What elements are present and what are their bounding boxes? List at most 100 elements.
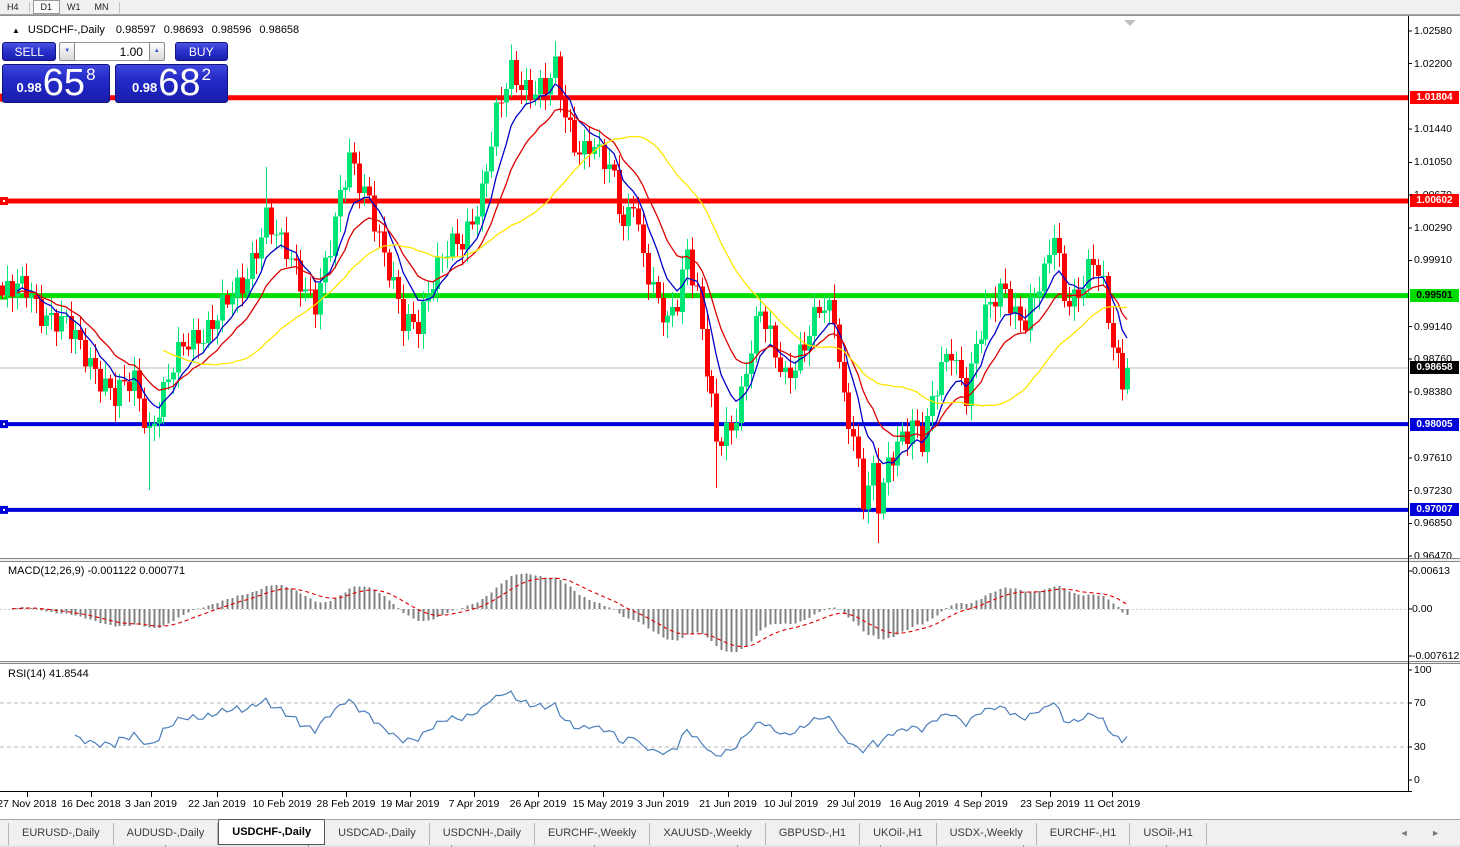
chart-tab-gbpusd[interactable]: GBPUSD-,H1 [766, 823, 861, 845]
price-level-badge: 0.99501 [1410, 289, 1459, 303]
macd-axis-tick: -0.007612 [1412, 650, 1460, 663]
price-axis-tick: 0.99910 [1414, 254, 1452, 267]
buy-price-pip: 2 [201, 65, 212, 84]
price-level-badge: 0.97007 [1410, 503, 1459, 517]
sell-price-box[interactable]: 0.98 65 8 [2, 64, 110, 103]
rsi-axis-tick: 100 [1414, 664, 1432, 676]
chart-tab-eurusd[interactable]: EURUSD-,Daily [8, 823, 114, 845]
date-axis-tick: 10 Jul 2019 [763, 798, 819, 810]
chart-tab-audusd[interactable]: AUDUSD-,Daily [114, 823, 219, 845]
price-axis-tick: 1.02200 [1414, 57, 1452, 70]
price-level-badge: 1.00602 [1410, 194, 1459, 208]
price-level-badge: 0.98005 [1410, 417, 1459, 431]
timeframe-h4-button[interactable]: H4 [7, 1, 19, 12]
timeframe-toolbar: H4 D1 W1 MN [0, 0, 1460, 15]
buy-price-main: 68 [158, 62, 201, 104]
macd-axis-tick: 0.00613 [1412, 565, 1450, 577]
chart-tab-usoil[interactable]: USOil-,H1 [1130, 823, 1207, 845]
collapse-panel-icon[interactable]: ▲ [12, 25, 20, 35]
price-level-badge: 1.01804 [1410, 91, 1459, 105]
chart-tab-xauusd[interactable]: XAUUSD-,Weekly [650, 823, 766, 845]
candlestick-series [0, 41, 1130, 544]
price-axis-tick: 1.00290 [1414, 221, 1452, 234]
chart-shift-marker-icon [1124, 20, 1136, 26]
date-axis-tick: 10 Feb 2019 [252, 798, 312, 810]
buy-price-prefix: 0.98 [131, 80, 158, 95]
timeframe-d1-button[interactable]: D1 [32, 0, 61, 14]
chart-tab-usdchf[interactable]: USDCHF-,Daily [218, 819, 326, 845]
chart-tab-ukoil[interactable]: UKOil-,H1 [860, 823, 937, 845]
macd-signal-line [11, 577, 1128, 648]
macd-indicator-label: MACD(12,26,9) -0.001122 0.000771 [8, 565, 186, 577]
date-axis-tick: 23 Sep 2019 [1020, 798, 1080, 810]
date-axis-tick: 29 Jul 2019 [826, 798, 882, 810]
price-axis-tick: 0.97610 [1414, 452, 1452, 465]
date-axis-tick: 3 Jun 2019 [637, 798, 689, 810]
volume-increase-icon[interactable]: ▲ [148, 42, 165, 61]
rsi-indicator-label: RSI(14) 41.8544 [8, 668, 89, 680]
date-axis-tick: 16 Aug 2019 [889, 798, 949, 810]
sell-price-pip: 8 [86, 65, 96, 84]
ma-fast-line [16, 83, 1128, 465]
sell-price-prefix: 0.98 [16, 80, 42, 95]
macd-axis-tick: 0.00 [1412, 603, 1433, 615]
open-value: 0.98597 [115, 24, 156, 36]
chart-symbol-label: USDCHF-,Daily [27, 24, 105, 36]
price-axis-tick: 1.02580 [1414, 25, 1452, 37]
timeframe-mn-button[interactable]: MN [94, 1, 109, 12]
high-value: 0.98693 [163, 24, 204, 36]
chart-tab-bar: EURUSD-,Daily AUDUSD-,Daily USDCHF-,Daily U… [0, 819, 1460, 845]
timeframe-w1-button[interactable]: W1 [67, 1, 81, 12]
volume-decrease-icon[interactable]: ▼ [59, 42, 75, 61]
axis-tick-marks [27, 30, 1412, 847]
date-axis-tick: 19 Mar 2019 [380, 798, 440, 810]
date-axis-tick: 3 Jan 2019 [125, 798, 177, 810]
price-axis-tick: 0.97230 [1414, 484, 1452, 497]
rsi-line [74, 690, 1128, 757]
bottom-strip [0, 845, 1460, 847]
price-axis-tick: 1.01440 [1414, 122, 1452, 135]
price-axis-tick: 0.99140 [1414, 320, 1452, 333]
date-axis-tick: 22 Jan 2019 [188, 798, 246, 810]
macd-histogram [11, 573, 1129, 653]
volume-input[interactable] [74, 42, 149, 61]
tab-scroll-arrows[interactable]: ◄ ► [1399, 828, 1450, 838]
pane-borders [0, 15, 1460, 792]
price-level-badge: 0.98658 [1410, 361, 1459, 375]
date-axis-tick: 11 Oct 2019 [1083, 798, 1141, 810]
one-click-trading-panel: SELL ▼ ▲ BUY 0.98 65 8 0.98 68 2 [2, 42, 228, 103]
date-axis-tick: 16 Dec 2018 [61, 798, 121, 810]
price-axis-tick: 0.98380 [1414, 385, 1452, 398]
chart-title: ▲ USDCHF-,Daily 0.98597 0.98693 0.98596 … [12, 24, 299, 36]
price-axis-tick: 1.01050 [1414, 156, 1452, 169]
buy-button[interactable]: BUY [174, 42, 228, 61]
ma-mid-line [16, 108, 1128, 438]
date-axis-tick: 27 Nov 2018 [0, 798, 57, 810]
low-value: 0.98596 [211, 24, 252, 36]
ohlc-values: 0.98597 0.98693 0.98596 0.98658 [111, 24, 299, 36]
sell-button[interactable]: SELL [2, 42, 57, 61]
date-axis-tick: 21 Jun 2019 [699, 798, 757, 810]
chart-tab-eurchf[interactable]: EURCHF-,Weekly [535, 823, 651, 845]
date-axis-tick: 4 Sep 2019 [954, 798, 1008, 810]
rsi-axis-tick: 70 [1414, 697, 1426, 709]
date-axis-tick: 28 Feb 2019 [316, 798, 376, 810]
date-axis-tick: 7 Apr 2019 [448, 798, 500, 810]
chart-tab-usdcad[interactable]: USDCAD-,Daily [325, 823, 430, 845]
chart-tab-usdcnh[interactable]: USDCNH-,Daily [430, 823, 535, 845]
chart-tab-usdx[interactable]: USDX-,Weekly [937, 823, 1037, 845]
toolbar-separator [28, 1, 30, 13]
rsi-axis-tick: 30 [1414, 741, 1426, 753]
ma-slow-line [162, 135, 1128, 407]
sell-price-main: 65 [42, 62, 86, 104]
date-axis-tick: 26 Apr 2019 [509, 798, 567, 810]
price-axis-tick: 0.96850 [1414, 517, 1452, 530]
date-axis-tick: 15 May 2019 [572, 798, 634, 810]
close-value: 0.98658 [259, 24, 300, 36]
rsi-axis-tick: 0 [1414, 774, 1420, 786]
toolbar-separator [118, 1, 120, 13]
buy-price-box[interactable]: 0.98 68 2 [115, 64, 228, 103]
chart-tab-eurchf[interactable]: EURCHF-,H1 [1037, 823, 1131, 845]
